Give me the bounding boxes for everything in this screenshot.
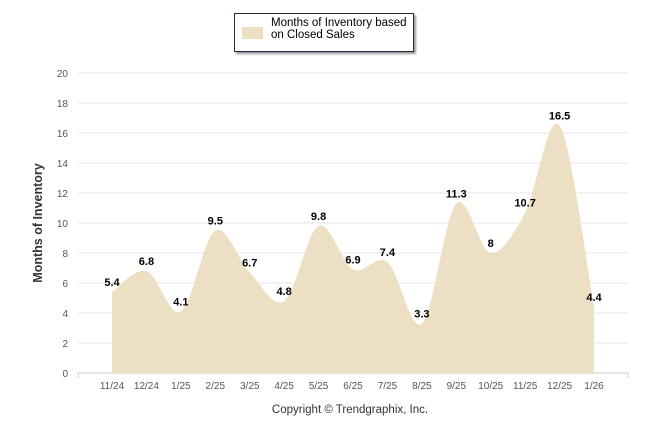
x-tick-label: 11/24 (100, 381, 125, 392)
y-tick-label: 14 (57, 159, 69, 170)
y-tick-label: 6 (62, 279, 68, 290)
data-label: 10.7 (514, 198, 535, 210)
y-tick-label: 20 (57, 69, 69, 80)
x-tick-label: 2/25 (206, 381, 226, 392)
copyright-text: Copyright © Trendgraphix, Inc. (272, 404, 428, 416)
data-label: 5.4 (104, 277, 120, 289)
y-tick-label: 12 (57, 189, 69, 200)
data-label: 6.8 (139, 256, 154, 268)
x-tick-label: 7/25 (378, 381, 398, 392)
data-label: 7.4 (380, 247, 396, 259)
x-tick-label: 5/25 (309, 381, 329, 392)
data-label: 4.4 (586, 292, 602, 304)
x-tick-label: 8/25 (412, 381, 432, 392)
data-label: 4.8 (277, 286, 292, 298)
x-tick-label: 3/25 (240, 381, 260, 392)
x-tick-label: 6/25 (343, 381, 363, 392)
data-label: 9.5 (208, 216, 223, 228)
area-series (112, 123, 595, 374)
y-tick-label: 4 (62, 309, 68, 320)
legend-label: Months of Inventory based on Closed Sale… (271, 17, 407, 41)
y-tick-label: 16 (57, 129, 69, 140)
x-tick-label: 1/25 (171, 381, 191, 392)
chart-legend: Months of Inventory based on Closed Sale… (234, 13, 414, 52)
data-label: 11.3 (446, 189, 467, 201)
data-label: 6.9 (345, 255, 360, 267)
x-tick-label: 4/25 (274, 381, 294, 392)
y-tick-label: 10 (57, 219, 69, 230)
x-tick-label: 12/25 (547, 381, 572, 392)
x-tick-label: 9/25 (447, 381, 467, 392)
y-tick-label: 0 (62, 369, 68, 380)
data-label: 3.3 (414, 309, 429, 321)
y-tick-label: 8 (62, 249, 68, 260)
y-axis-title: Months of Inventory (31, 163, 45, 282)
y-tick-label: 2 (62, 339, 68, 350)
data-label: 4.1 (173, 297, 188, 309)
data-label: 16.5 (549, 111, 570, 123)
x-tick-label: 1/26 (584, 381, 604, 392)
data-label: 9.8 (311, 211, 326, 223)
x-tick-label: 11/25 (513, 381, 538, 392)
y-tick-label: 18 (57, 99, 69, 110)
data-label: 6.7 (242, 258, 257, 270)
x-tick-label: 10/25 (478, 381, 503, 392)
legend-swatch (242, 27, 263, 39)
data-label: 8 (488, 238, 494, 250)
x-tick-label: 12/24 (134, 381, 159, 392)
